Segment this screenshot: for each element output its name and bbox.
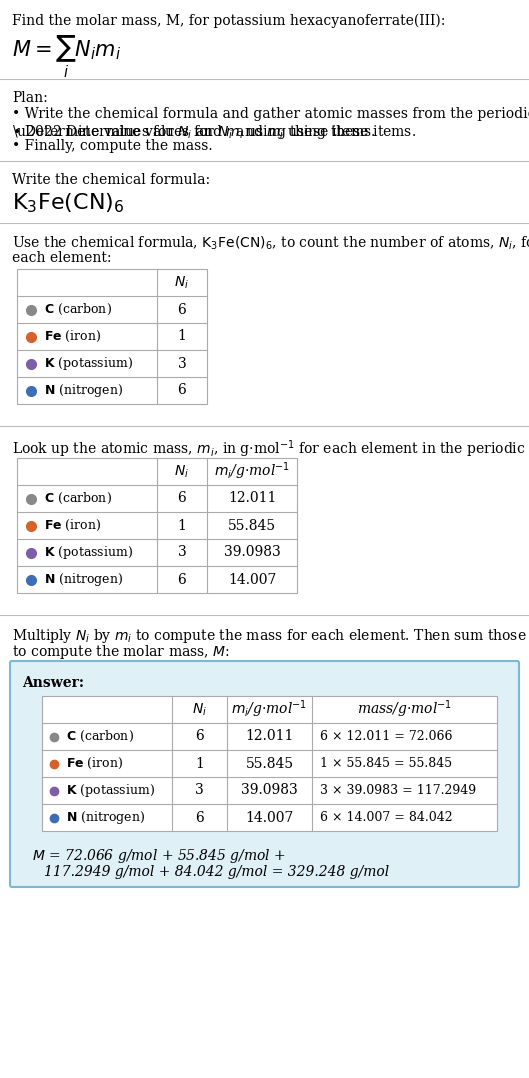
- Text: 3 × 39.0983 = 117.2949: 3 × 39.0983 = 117.2949: [320, 784, 476, 797]
- Text: 6: 6: [178, 303, 186, 317]
- Text: Multiply $N_i$ by $m_i$ to compute the mass for each element. Then sum those val: Multiply $N_i$ by $m_i$ to compute the m…: [12, 627, 529, 645]
- Text: $\mathbf{K}$ (potassium): $\mathbf{K}$ (potassium): [44, 544, 133, 561]
- Text: 14.007: 14.007: [245, 811, 294, 825]
- Text: 3: 3: [178, 545, 186, 559]
- Bar: [17, 458, 297, 593]
- Text: $\mathbf{K}$ (potassium): $\mathbf{K}$ (potassium): [44, 355, 133, 372]
- Text: • Finally, compute the mass.: • Finally, compute the mass.: [12, 139, 213, 153]
- Text: $N_i$: $N_i$: [175, 464, 189, 480]
- Text: 117.2949 g/mol + 84.042 g/mol = 329.248 g/mol: 117.2949 g/mol + 84.042 g/mol = 329.248 …: [44, 865, 389, 879]
- Text: 6: 6: [195, 730, 204, 744]
- Text: $m_i$/g$\cdot$mol$^{-1}$: $m_i$/g$\cdot$mol$^{-1}$: [232, 699, 307, 720]
- Text: $\mathbf{Fe}$ (iron): $\mathbf{Fe}$ (iron): [66, 756, 123, 771]
- Text: each element:: each element:: [12, 251, 112, 265]
- Bar: [17, 270, 207, 404]
- Text: to compute the molar mass, $M$:: to compute the molar mass, $M$:: [12, 642, 230, 661]
- Text: $\mathbf{C}$ (carbon): $\mathbf{C}$ (carbon): [44, 490, 112, 506]
- Text: 6: 6: [195, 811, 204, 825]
- Text: 39.0983: 39.0983: [224, 545, 280, 559]
- Text: 1: 1: [178, 330, 186, 344]
- Text: Answer:: Answer:: [22, 676, 84, 690]
- Text: 3: 3: [178, 357, 186, 371]
- Text: 55.845: 55.845: [245, 757, 294, 771]
- Text: 6: 6: [178, 384, 186, 398]
- Text: $\mathbf{N}$ (nitrogen): $\mathbf{N}$ (nitrogen): [44, 382, 123, 399]
- Text: $N_i$: $N_i$: [192, 702, 207, 718]
- Text: • Determine values for $N_i$ and $m_i$ using these items.: • Determine values for $N_i$ and $m_i$ u…: [12, 123, 376, 141]
- FancyBboxPatch shape: [10, 661, 519, 887]
- Text: Find the molar mass, M, for potassium hexacyanoferrate(III):: Find the molar mass, M, for potassium he…: [12, 14, 445, 28]
- Text: 6 × 12.011 = 72.066: 6 × 12.011 = 72.066: [320, 730, 452, 743]
- Text: $\mathbf{N}$ (nitrogen): $\mathbf{N}$ (nitrogen): [66, 808, 145, 826]
- Bar: [42, 696, 497, 831]
- Text: 14.007: 14.007: [228, 572, 276, 586]
- Text: 1: 1: [195, 757, 204, 771]
- Text: $M$ = 72.066 g/mol + 55.845 g/mol +: $M$ = 72.066 g/mol + 55.845 g/mol +: [32, 847, 286, 865]
- Text: 39.0983: 39.0983: [241, 784, 298, 798]
- Text: 1: 1: [178, 519, 186, 533]
- Text: 6 × 14.007 = 84.042: 6 × 14.007 = 84.042: [320, 811, 453, 824]
- Text: $\mathbf{Fe}$ (iron): $\mathbf{Fe}$ (iron): [44, 329, 102, 344]
- Text: 55.845: 55.845: [228, 519, 276, 533]
- Text: 6: 6: [178, 572, 186, 586]
- Text: Plan:: Plan:: [12, 91, 48, 105]
- Text: 12.011: 12.011: [228, 492, 276, 506]
- Text: $\mathbf{K}$ (potassium): $\mathbf{K}$ (potassium): [66, 782, 155, 799]
- Text: 6: 6: [178, 492, 186, 506]
- Text: $\mathbf{N}$ (nitrogen): $\mathbf{N}$ (nitrogen): [44, 571, 123, 588]
- Text: 1 × 55.845 = 55.845: 1 × 55.845 = 55.845: [320, 757, 452, 770]
- Text: 3: 3: [195, 784, 204, 798]
- Text: • Write the chemical formula and gather atomic masses from the periodic table.: • Write the chemical formula and gather …: [12, 107, 529, 121]
- Text: $\mathbf{C}$ (carbon): $\mathbf{C}$ (carbon): [66, 729, 134, 744]
- Text: $m_i$/g$\cdot$mol$^{-1}$: $m_i$/g$\cdot$mol$^{-1}$: [214, 460, 290, 482]
- Text: Use the chemical formula, $\mathrm{K_3Fe(CN)_6}$, to count the number of atoms, : Use the chemical formula, $\mathrm{K_3Fe…: [12, 235, 529, 252]
- Text: Write the chemical formula:: Write the chemical formula:: [12, 172, 210, 186]
- Text: $\mathbf{C}$ (carbon): $\mathbf{C}$ (carbon): [44, 302, 112, 317]
- Text: $\mathrm{K_3Fe(CN)_6}$: $\mathrm{K_3Fe(CN)_6}$: [12, 191, 124, 215]
- Text: $M = \sum_i N_i m_i$: $M = \sum_i N_i m_i$: [12, 34, 121, 80]
- Text: \u2022 Determine values for $N_i$ and $m_i$ using these items.: \u2022 Determine values for $N_i$ and $m…: [12, 123, 416, 141]
- Text: mass/g$\cdot$mol$^{-1}$: mass/g$\cdot$mol$^{-1}$: [357, 699, 452, 720]
- Text: $\mathbf{Fe}$ (iron): $\mathbf{Fe}$ (iron): [44, 517, 102, 533]
- Text: $N_i$: $N_i$: [175, 274, 189, 291]
- Text: 12.011: 12.011: [245, 730, 294, 744]
- Text: Look up the atomic mass, $m_i$, in g$\cdot$mol$^{-1}$ for each element in the pe: Look up the atomic mass, $m_i$, in g$\cd…: [12, 438, 529, 459]
